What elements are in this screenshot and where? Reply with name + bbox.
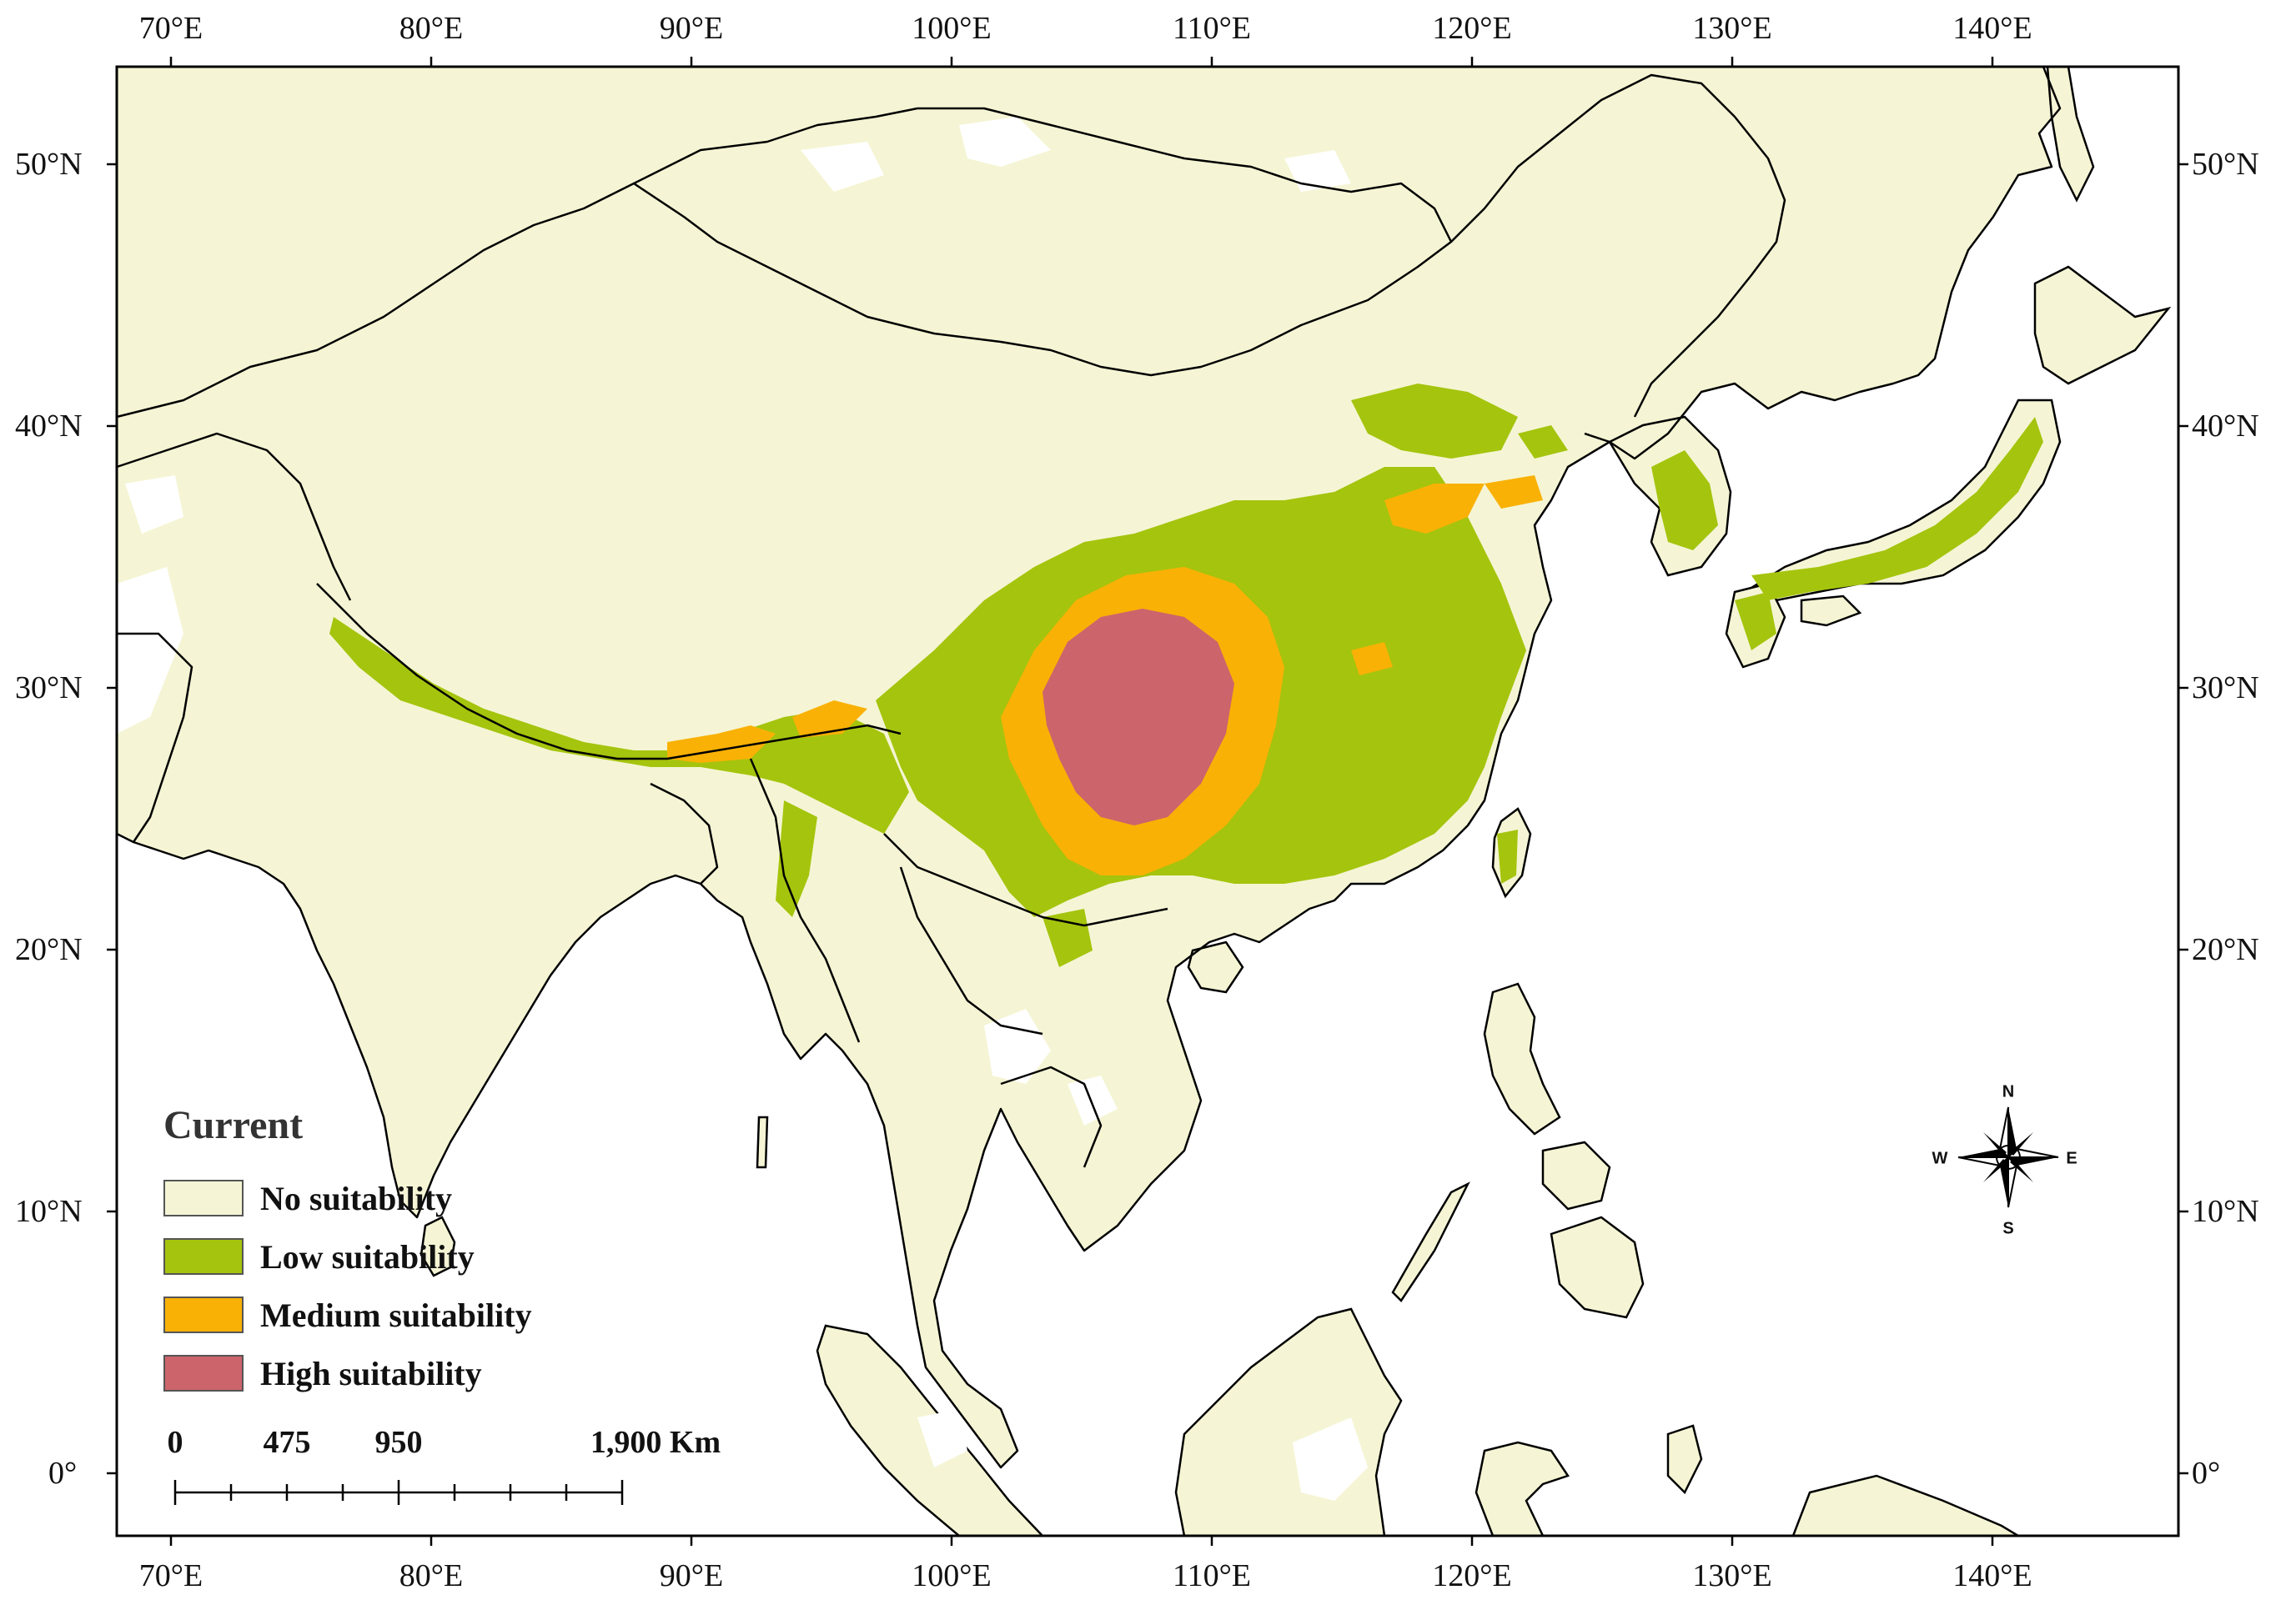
tick-label-right: 10°N <box>2192 1194 2259 1229</box>
compass-north-label: N <box>2002 1082 2015 1101</box>
border-china-russia-ne <box>1450 73 1786 418</box>
tick-label-right: 20°N <box>2192 932 2259 967</box>
compass-rose <box>1957 1106 2059 1208</box>
landmass-japan-honshu <box>1749 399 2062 602</box>
tick-label-top: 120°E <box>1432 11 1512 46</box>
landmass-visayas <box>1541 1141 1611 1211</box>
legend-swatch <box>163 1180 244 1216</box>
legend-title: Current <box>163 1103 304 1147</box>
legend-label: Low suitability <box>260 1237 475 1276</box>
border-china-laos-vietnam <box>883 833 1168 927</box>
tick-label-top: 100°E <box>912 11 992 46</box>
tick-label-bottom: 90°E <box>659 1558 724 1593</box>
landmass-mindanao <box>1550 1216 1645 1319</box>
tick-label-bottom: 140°E <box>1952 1558 2032 1593</box>
tick-label-right: 50°N <box>2192 147 2259 182</box>
tick-label-right: 30°N <box>2192 670 2259 705</box>
border-cambodia <box>1000 1066 1103 1168</box>
compass-east-label: E <box>2066 1149 2077 1168</box>
border-laos-thailand <box>899 866 1043 1036</box>
tick-label-top: 80°E <box>399 11 464 46</box>
legend-item-low-suitability: Low suitability <box>163 1236 475 1277</box>
tick-label-left: 30°N <box>15 670 83 705</box>
legend-item-no-suitability: No suitability <box>163 1177 452 1219</box>
legend-label: High suitability <box>260 1354 482 1392</box>
tick-label-top: 70°E <box>138 11 203 46</box>
tick-label-right: 40°N <box>2192 409 2259 444</box>
tick-label-bottom: 120°E <box>1432 1558 1512 1593</box>
high-suitability-zone <box>1042 609 1234 825</box>
mainland-coastline <box>116 66 2062 1469</box>
compass-west-label: W <box>1932 1149 1948 1168</box>
border-india-pakistan <box>117 632 193 843</box>
legend-swatch <box>163 1297 244 1333</box>
legend-item-high-suitability: High suitability <box>163 1352 482 1394</box>
scale-label: 1,900 Km <box>590 1425 721 1460</box>
tick-label-bottom: 70°E <box>138 1558 203 1593</box>
scale-label: 0 <box>167 1425 183 1460</box>
tick-label-left: 0° <box>48 1456 78 1491</box>
landmass-luzon <box>1483 982 1561 1136</box>
tick-label-left: 50°N <box>15 147 83 182</box>
legend-swatch <box>163 1238 244 1275</box>
tick-label-top: 140°E <box>1952 11 2032 46</box>
legend-item-medium-suitability: Medium suitability <box>163 1294 532 1336</box>
tick-label-left: 20°N <box>15 932 83 967</box>
landmass-andaman <box>756 1116 769 1169</box>
tick-label-bottom: 80°E <box>399 1558 464 1593</box>
tick-marks <box>107 57 2188 1546</box>
landmass-sakhalin <box>2046 65 2095 203</box>
no-data-patches <box>117 117 1368 1501</box>
map-frame <box>115 65 2180 1537</box>
compass-south-label: S <box>2002 1219 2014 1238</box>
landmass-hainan <box>1187 940 1244 994</box>
tick-label-top: 130°E <box>1692 11 1772 46</box>
tick-label-bottom: 110°E <box>1173 1558 1251 1593</box>
border-myanmar <box>749 758 861 1043</box>
landmass-palawan <box>1391 1181 1470 1302</box>
scale-label: 950 <box>374 1425 423 1460</box>
border-western-china <box>116 432 352 601</box>
landmass-sulawesi <box>1475 1441 1570 1537</box>
border-bangladesh <box>650 782 719 885</box>
landmass-japan-shikoku <box>1800 594 1862 627</box>
tick-label-top: 110°E <box>1173 11 1251 46</box>
landmass-sri-lanka <box>420 1216 456 1277</box>
tick-label-left: 40°N <box>15 409 83 444</box>
tick-label-bottom: 100°E <box>912 1558 992 1593</box>
tick-label-left: 10°N <box>15 1194 83 1229</box>
borders <box>116 66 2062 1469</box>
tick-label-bottom: 130°E <box>1692 1558 1772 1593</box>
tick-label-right: 0° <box>2192 1456 2221 1491</box>
landmass-maluku <box>1666 1424 1703 1495</box>
legend-label: Medium suitability <box>260 1296 532 1334</box>
landmass-japan-hokkaido <box>2033 265 2172 385</box>
border-mongolia <box>632 107 1453 377</box>
scale-label: 475 <box>263 1425 311 1460</box>
border-himalaya-india <box>316 583 902 760</box>
border-kazakhstan <box>116 182 635 419</box>
tick-label-top: 90°E <box>659 11 724 46</box>
border-china-korea <box>1584 432 1610 444</box>
scale-bar <box>173 1480 624 1505</box>
legend-label: No suitability <box>260 1179 453 1217</box>
legend-swatch <box>163 1355 244 1392</box>
